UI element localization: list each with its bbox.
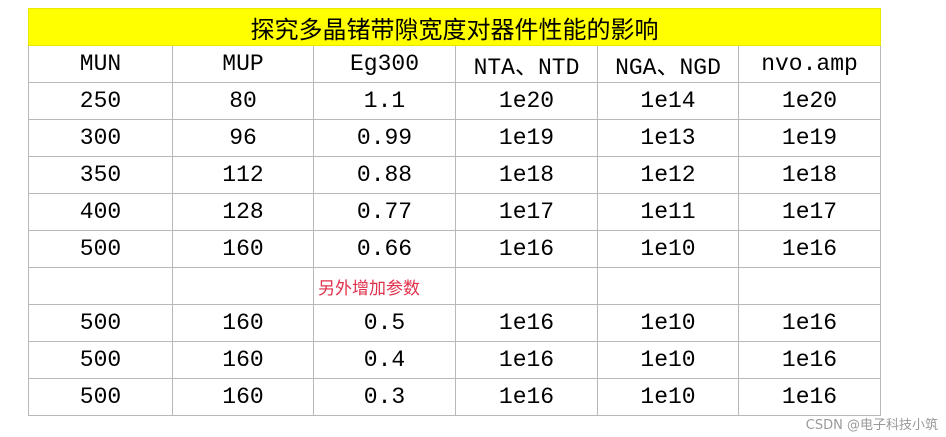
data-cell: 1e10 <box>597 304 739 342</box>
data-row: 300 96 0.99 1e19 1e13 1e19 <box>28 119 881 157</box>
data-cell: 0.77 <box>313 193 456 231</box>
header-cell: NTA、NTD <box>455 45 598 83</box>
data-row: 500 160 0.3 1e16 1e10 1e16 <box>28 378 881 416</box>
data-row: 500 160 0.4 1e16 1e10 1e16 <box>28 341 881 379</box>
header-cell: MUP <box>172 45 314 83</box>
data-cell: 300 <box>28 119 173 157</box>
data-cell: 0.5 <box>313 304 456 342</box>
data-row: 400 128 0.77 1e17 1e11 1e17 <box>28 193 881 231</box>
data-cell: 1e13 <box>597 119 739 157</box>
data-row: 500 160 0.5 1e16 1e10 1e16 <box>28 304 881 342</box>
data-cell: 96 <box>172 119 314 157</box>
data-row: 500 160 0.66 1e16 1e10 1e16 <box>28 230 881 268</box>
data-cell: 0.88 <box>313 156 456 194</box>
data-cell: 1e16 <box>738 378 881 416</box>
data-cell: 1e16 <box>455 378 598 416</box>
watermark: CSDN @电子科技小筑 <box>805 418 938 433</box>
data-cell: 1e18 <box>455 156 598 194</box>
data-cell: 1e19 <box>738 119 881 157</box>
data-cell: 500 <box>28 230 173 268</box>
empty-cell <box>738 267 881 305</box>
data-cell: 1e16 <box>455 341 598 379</box>
data-cell: 0.99 <box>313 119 456 157</box>
header-cell: NGA、NGD <box>597 45 739 83</box>
data-cell: 1.1 <box>313 82 456 120</box>
data-cell: 1e20 <box>455 82 598 120</box>
title-row: 探究多晶锗带隙宽度对器件性能的影响 <box>28 8 881 46</box>
table-body: 探究多晶锗带隙宽度对器件性能的影响 MUN MUP Eg300 NTA、NTD NGA、… <box>28 8 881 416</box>
data-cell: 128 <box>172 193 314 231</box>
data-cell: 1e16 <box>455 304 598 342</box>
data-cell: 1e12 <box>597 156 739 194</box>
data-cell: 112 <box>172 156 314 194</box>
data-cell: 350 <box>28 156 173 194</box>
data-cell: 500 <box>28 304 173 342</box>
empty-cell <box>172 267 314 305</box>
note-row: 另外增加参数 <box>28 267 881 305</box>
empty-cell <box>455 267 598 305</box>
data-cell: 400 <box>28 193 173 231</box>
data-cell: 0.3 <box>313 378 456 416</box>
data-cell: 0.4 <box>313 341 456 379</box>
table-title: 探究多晶锗带隙宽度对器件性能的影响 <box>28 8 881 46</box>
data-cell: 0.66 <box>313 230 456 268</box>
data-row: 250 80 1.1 1e20 1e14 1e20 <box>28 82 881 120</box>
data-cell: 1e14 <box>597 82 739 120</box>
data-cell: 160 <box>172 230 314 268</box>
data-cell: 250 <box>28 82 173 120</box>
data-cell: 1e18 <box>738 156 881 194</box>
header-cell: Eg300 <box>313 45 456 83</box>
data-cell: 1e17 <box>455 193 598 231</box>
data-cell: 1e11 <box>597 193 739 231</box>
data-cell: 160 <box>172 341 314 379</box>
data-cell: 1e19 <box>455 119 598 157</box>
data-cell: 1e16 <box>738 304 881 342</box>
data-cell: 1e20 <box>738 82 881 120</box>
data-cell: 1e10 <box>597 230 739 268</box>
data-cell: 1e17 <box>738 193 881 231</box>
data-cell: 1e16 <box>738 341 881 379</box>
data-cell: 160 <box>172 304 314 342</box>
data-cell: 500 <box>28 378 173 416</box>
data-row: 350 112 0.88 1e18 1e12 1e18 <box>28 156 881 194</box>
data-cell: 80 <box>172 82 314 120</box>
header-row: MUN MUP Eg300 NTA、NTD NGA、NGD nvo.amp <box>28 45 881 83</box>
empty-cell <box>28 267 173 305</box>
data-cell: 1e16 <box>738 230 881 268</box>
data-cell: 1e10 <box>597 378 739 416</box>
data-cell: 160 <box>172 378 314 416</box>
data-cell: 1e16 <box>455 230 598 268</box>
spreadsheet-table: 探究多晶锗带隙宽度对器件性能的影响 MUN MUP Eg300 NTA、NTD NGA、… <box>28 8 881 416</box>
header-cell: MUN <box>28 45 173 83</box>
data-cell: 1e10 <box>597 341 739 379</box>
data-cell: 500 <box>28 341 173 379</box>
note-cell: 另外增加参数 <box>313 267 456 305</box>
header-cell: nvo.amp <box>738 45 881 83</box>
empty-cell <box>597 267 739 305</box>
